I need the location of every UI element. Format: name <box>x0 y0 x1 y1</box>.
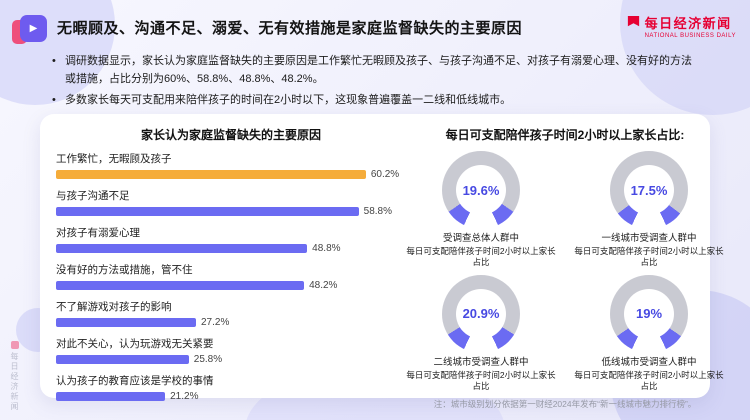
bar-category-label: 对孩子有溺爱心理 <box>56 227 140 239</box>
gauge-caption-line1: 低线城市受调查人群中 <box>601 356 697 368</box>
bar-category-label: 与孩子沟通不足 <box>56 190 130 202</box>
bar-chart-title: 家长认为家庭监督缺失的主要原因 <box>140 128 321 142</box>
bar-row: 没有好的方法或措施，管不住 48.2% <box>56 262 406 291</box>
bar <box>56 170 366 179</box>
gauge-hole <box>456 165 506 215</box>
brand-text: 每日经济新闻 NATIONAL BUSINESS DAILY <box>645 13 736 39</box>
bar-category-label: 没有好的方法或措施，管不住 <box>56 264 193 276</box>
bar-value-label: 25.8% <box>193 354 223 365</box>
brand-flag-icon <box>626 15 641 30</box>
gauge-caption: 低线城市受调查人群中 每日可支配陪伴孩子时间2小时以上家长占比 <box>574 357 724 393</box>
gauge-hole <box>456 288 506 339</box>
gauge-ring: 19% <box>610 274 688 353</box>
bar-row: 对此不关心，认为玩游戏无关紧要 25.8% <box>56 336 406 365</box>
bar-row: 工作繁忙，无暇顾及孩子 60.2% <box>56 151 406 180</box>
gauge-chart-title: 每日可支配陪伴孩子时间2小时以上家长占比: <box>445 128 685 142</box>
bar <box>56 392 166 401</box>
charts-card: 家长认为家庭监督缺失的主要原因 工作繁忙，无暇顾及孩子 60.2% 与孩子沟通不足 5… <box>40 114 724 409</box>
watermark-logo-icon <box>10 341 19 349</box>
bar-chart: 工作繁忙，无暇顾及孩子 60.2% 与孩子沟通不足 58.8% 对孩子有溺爱心理 48.8… <box>56 151 406 410</box>
gauge-caption-line1: 一线城市受调查人群中 <box>601 233 697 244</box>
bar-row: 对孩子有溺爱心理 48.8% <box>56 225 406 254</box>
bar-row: 认为孩子的教育应该是学校的事情 21.2% <box>56 373 406 402</box>
gauge-value-label: 19% <box>635 306 663 322</box>
bar-row: 与孩子沟通不足 58.8% <box>56 188 406 217</box>
bar <box>56 355 189 364</box>
bar-category-label: 认为孩子的教育应该是学校的事情 <box>56 375 214 387</box>
gauge-cell: 17.5% 一线城市受调查人群中 每日可支配陪伴孩子时间2小时以上家长占比 <box>574 151 724 269</box>
gauge-grid: 19.6% 受调查总体人群中 每日可支配陪伴孩子时间2小时以上家长占比 17.5% 一线… <box>406 151 724 393</box>
bar <box>56 318 196 327</box>
gauge-caption-line2: 每日可支配陪伴孩子时间2小时以上家长占比 <box>574 369 724 392</box>
bar-chart-section: 家长认为家庭监督缺失的主要原因 工作繁忙，无暇顾及孩子 60.2% 与孩子沟通不足 5… <box>56 124 406 402</box>
play-icon: ▶ <box>20 15 47 42</box>
bar-line: 48.8% <box>56 243 406 254</box>
bar-row: 不了解游戏对孩子的影响 27.2% <box>56 299 406 328</box>
bar-value-label: 21.2% <box>170 391 199 402</box>
footnote: 注：城市级别划分依据第一财经2024年发布“新一线城市魅力排行榜”。 <box>433 398 697 409</box>
gauge-cell: 20.9% 二线城市受调查人群中 每日可支配陪伴孩子时间2小时以上家长占比 <box>406 274 556 393</box>
bar <box>56 207 359 216</box>
gauge-hole <box>624 288 674 339</box>
page-title: 无暇顾及、沟通不足、溺爱、无有效措施是家庭监督缺失的主要原因 <box>57 20 523 37</box>
bar-value-label: 48.2% <box>309 280 338 291</box>
gauge-cell: 19% 低线城市受调查人群中 每日可支配陪伴孩子时间2小时以上家长占比 <box>574 274 724 393</box>
brand-subtitle: NATIONAL BUSINESS DAILY <box>644 33 736 39</box>
bullet-item: 多数家长每天可支配用来陪伴孩子的时间在2小时以下，这现象普遍覆盖一二线和低线城市… <box>52 91 700 109</box>
watermark-text: 每日经济新闻 <box>10 352 19 412</box>
bullet-list: 调研数据显示，家长认为家庭监督缺失的主要原因是工作繁忙无暇顾及孩子、与孩子沟通不… <box>52 52 700 112</box>
gauge-caption-line2: 每日可支配陪伴孩子时间2小时以上家长占比 <box>406 369 556 392</box>
bar-line: 58.8% <box>56 206 406 217</box>
bar-line: 25.8% <box>56 354 406 365</box>
bar <box>56 244 308 253</box>
play-logo-icon: ▶ <box>12 15 47 44</box>
bullet-item: 调研数据显示，家长认为家庭监督缺失的主要原因是工作繁忙无暇顾及孩子、与孩子沟通不… <box>52 52 700 88</box>
gauge-chart-section: 每日可支配陪伴孩子时间2小时以上家长占比: 19.6% 受调查总体人群中 每日可支配… <box>406 124 724 409</box>
gauge-hole <box>624 165 674 215</box>
bar-value-label: 60.2% <box>370 169 400 180</box>
bar-category-label: 工作繁忙，无暇顾及孩子 <box>56 153 172 165</box>
gauge-ring: 20.9% <box>442 274 520 353</box>
gauge-value-label: 19.6% <box>462 182 500 198</box>
gauge-caption-line2: 每日可支配陪伴孩子时间2小时以上家长占比 <box>406 245 556 268</box>
bar-value-label: 58.8% <box>363 206 392 217</box>
gauge-caption-line1: 二线城市受调查人群中 <box>433 356 529 368</box>
watermark: 每日经济新闻 <box>9 341 20 412</box>
gauge-ring: 19.6% <box>442 151 520 229</box>
gauge-caption: 受调查总体人群中 每日可支配陪伴孩子时间2小时以上家长占比 <box>406 233 556 269</box>
gauge-value-label: 17.5% <box>630 182 668 198</box>
bar-value-label: 48.8% <box>312 243 341 254</box>
gauge-ring: 17.5% <box>610 151 688 229</box>
gauge-cell: 19.6% 受调查总体人群中 每日可支配陪伴孩子时间2小时以上家长占比 <box>406 151 556 269</box>
header: ▶ 无暇顾及、沟通不足、溺爱、无有效措施是家庭监督缺失的主要原因 每日经济新闻 … <box>12 13 736 44</box>
gauge-caption: 一线城市受调查人群中 每日可支配陪伴孩子时间2小时以上家长占比 <box>574 233 724 269</box>
gauge-caption: 二线城市受调查人群中 每日可支配陪伴孩子时间2小时以上家长占比 <box>406 357 556 393</box>
bar <box>56 281 305 290</box>
gauge-caption-line1: 受调查总体人群中 <box>442 233 519 244</box>
bar-category-label: 不了解游戏对孩子的影响 <box>56 301 172 313</box>
bar-line: 48.2% <box>56 280 406 291</box>
brand-name: 每日经济新闻 <box>644 16 732 31</box>
bar-line: 60.2% <box>56 169 406 180</box>
bar-value-label: 27.2% <box>201 317 230 328</box>
bar-category-label: 对此不关心，认为玩游戏无关紧要 <box>56 338 214 350</box>
bar-line: 27.2% <box>56 317 406 328</box>
gauge-value-label: 20.9% <box>462 306 500 322</box>
gauge-caption-line2: 每日可支配陪伴孩子时间2小时以上家长占比 <box>574 245 724 268</box>
bar-line: 21.2% <box>56 391 406 402</box>
brand-logo: 每日经济新闻 NATIONAL BUSINESS DAILY <box>626 13 736 39</box>
